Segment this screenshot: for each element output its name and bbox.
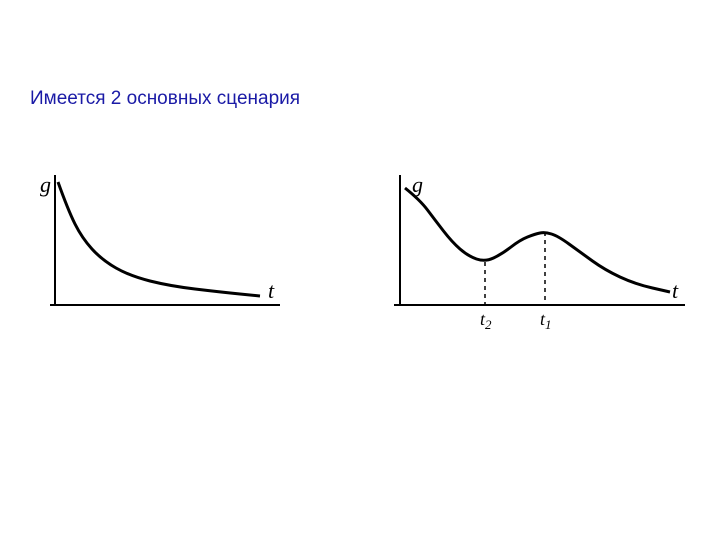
chart1-y-label: g (40, 172, 51, 197)
chart2-curve (405, 188, 670, 292)
chart1-svg: g t (40, 170, 300, 350)
chart-monotonic-decay: g t (40, 170, 300, 355)
chart1-curve (58, 182, 260, 296)
chart1-x-label: t (268, 278, 275, 303)
charts-container: g t g t t2 t1 (0, 170, 720, 370)
page-title: Имеется 2 основных сценария (30, 88, 300, 110)
chart2-tick-t1: t1 (540, 309, 552, 332)
chart-nonmonotonic: g t t2 t1 (380, 170, 700, 365)
chart2-tick-t2: t2 (480, 309, 492, 332)
chart2-x-label: t (672, 278, 679, 303)
chart2-svg: g t t2 t1 (380, 170, 700, 360)
chart2-y-label: g (412, 172, 423, 197)
